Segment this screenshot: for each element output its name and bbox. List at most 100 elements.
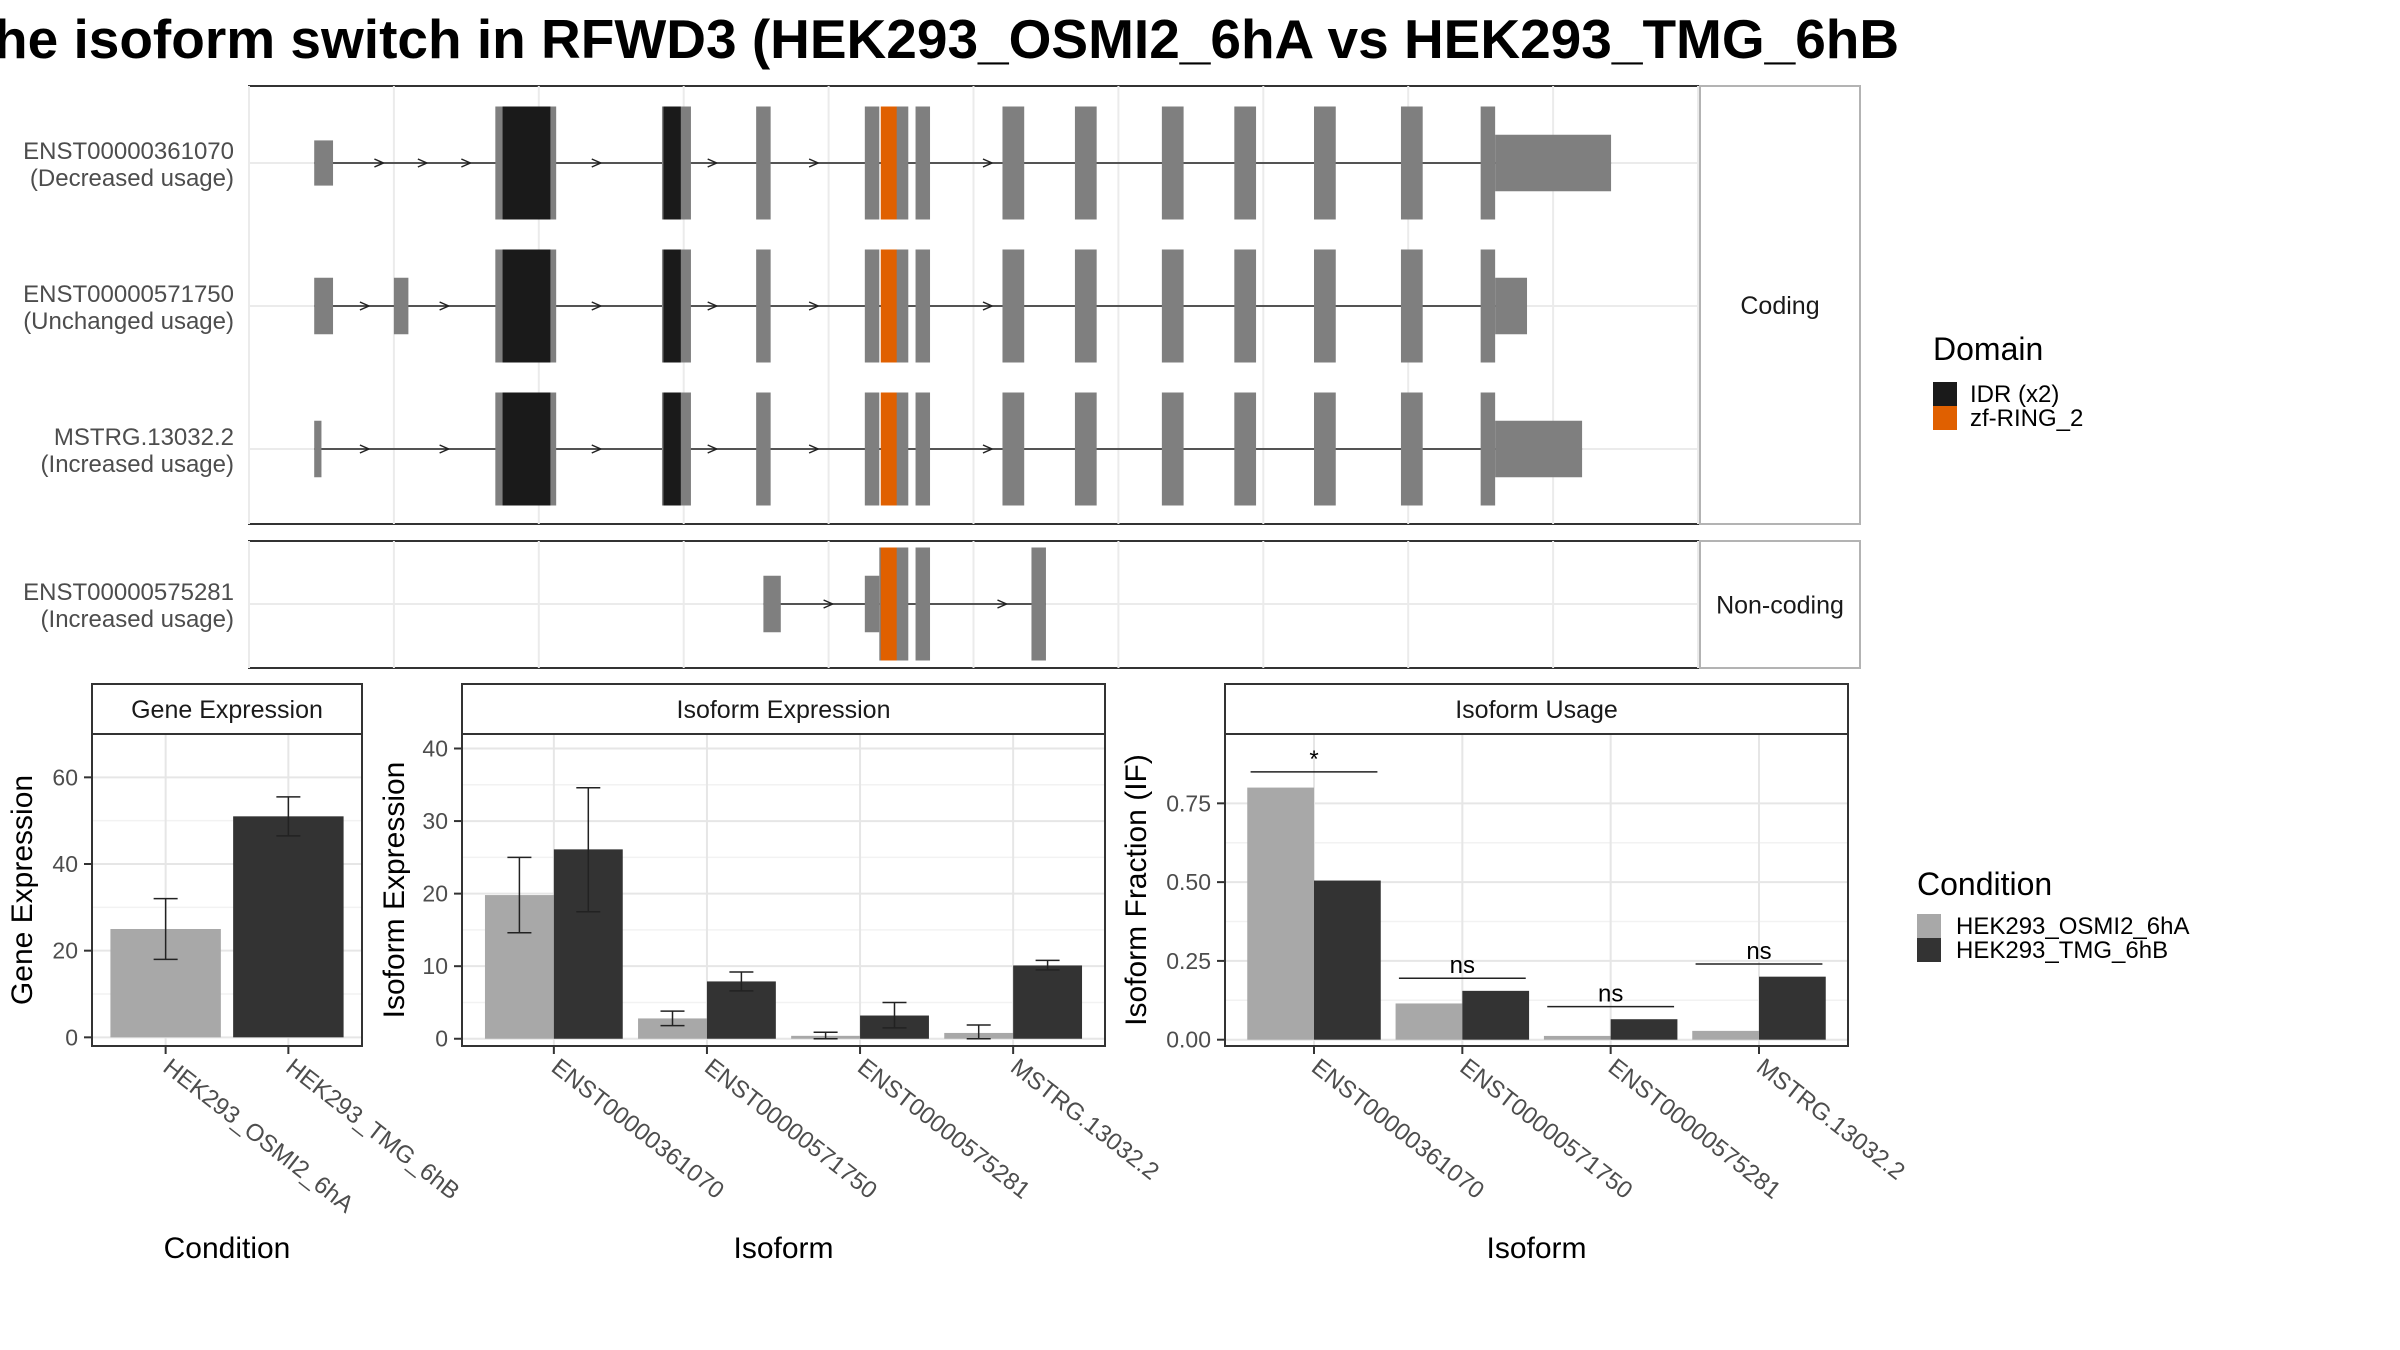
y-tick-label: 0.75: [1166, 790, 1211, 816]
structure-strip: [1699, 85, 1861, 525]
figure-title: he isoform switch in RFWD3 (HEK293_OSMI2…: [0, 8, 1899, 70]
exon: [756, 392, 771, 506]
exon: [1161, 249, 1184, 363]
exon: [393, 277, 409, 335]
exon: [1495, 277, 1528, 335]
exon: [1495, 420, 1583, 478]
exon: [1074, 249, 1097, 363]
y-tick-label: 0.25: [1166, 948, 1211, 974]
x-axis-title: Condition: [164, 1232, 291, 1265]
strand-arrow: [359, 444, 371, 454]
exon: [1400, 392, 1423, 506]
domain-legend-title: Domain: [1933, 331, 2043, 367]
exon: [1480, 106, 1496, 220]
exon: [1002, 249, 1025, 363]
exon: [1002, 106, 1025, 220]
isoform-expression-panel: Isoform Expression010203040ENST000003610…: [378, 683, 1164, 1265]
exon: [1161, 392, 1184, 506]
exon: [893, 106, 909, 220]
condition-legend: Condition HEK293_OSMI2_6hA HEK293_TMG_6h…: [1917, 866, 2189, 964]
strand-arrow: [461, 158, 473, 168]
y-axis-title: Gene Expression: [6, 775, 39, 1005]
exon: [1031, 547, 1046, 661]
strand-arrow: [707, 158, 719, 168]
bar: [233, 816, 344, 1038]
exon: [1234, 392, 1257, 506]
significance-label: ns: [1746, 938, 1771, 965]
exon: [1400, 249, 1423, 363]
domain-zf-ring-2: [880, 249, 897, 363]
exon: [314, 277, 334, 335]
x-axis-title: Isoform: [733, 1232, 833, 1265]
bar: [1610, 1019, 1678, 1040]
exon: [915, 249, 931, 363]
panel-strip-label: Gene Expression: [131, 696, 323, 724]
exon: [756, 106, 771, 220]
strand-arrow: [823, 599, 835, 609]
exon: [763, 575, 781, 633]
y-tick-label: 0: [435, 1026, 448, 1052]
panel-strip-label: Isoform Usage: [1455, 696, 1618, 724]
domain-idr: [502, 392, 551, 506]
isoform-id-label: ENST00000361070: [23, 138, 234, 165]
y-tick-label: 60: [52, 764, 78, 790]
domain-idr: [663, 106, 681, 220]
exon: [1234, 249, 1257, 363]
x-tick-label: MSTRG.13032.2: [1751, 1053, 1910, 1185]
domain-idr: [663, 249, 681, 363]
isoform-usage-panel: Isoform Usage*nsnsns0.000.250.500.75ENST…: [1120, 683, 1910, 1265]
domain-legend-key-idr: [1933, 382, 1957, 406]
x-axis-title: Isoform: [1486, 1232, 1586, 1265]
isoform-track-mstrg-13032-2: MSTRG.13032.2(Increased usage): [41, 392, 1583, 506]
exon: [1314, 249, 1336, 363]
strand-arrow: [982, 301, 994, 311]
significance-label: *: [1309, 746, 1318, 773]
exon: [1314, 392, 1336, 506]
exon: [864, 575, 880, 633]
bar: [1013, 965, 1083, 1039]
domain-zf-ring-2: [880, 547, 897, 661]
structure-strip-label: Coding: [1740, 292, 1819, 320]
panel-strip: [91, 683, 363, 735]
isoform-id-label: ENST00000571750: [23, 281, 234, 308]
domain-idr: [502, 249, 551, 363]
strand-arrow: [591, 444, 603, 454]
y-tick-label: 30: [422, 808, 448, 834]
significance-label: ns: [1450, 952, 1475, 979]
structure-strip-label: Non-coding: [1716, 592, 1844, 620]
isoform-usage-label: (Increased usage): [41, 451, 234, 478]
exon: [314, 420, 322, 478]
strand-arrow: [707, 301, 719, 311]
exon: [1480, 249, 1496, 363]
panel-frame: [1224, 733, 1849, 1047]
exon: [1074, 106, 1097, 220]
exon: [864, 249, 880, 363]
isoform-usage-label: (Increased usage): [41, 606, 234, 633]
isoform-track-enst00000361070: ENST00000361070(Decreased usage): [23, 106, 1612, 220]
condition-legend-key-a: [1917, 914, 1941, 938]
bar: [1543, 1035, 1611, 1040]
exon: [1161, 106, 1184, 220]
isoform-track-enst00000571750: ENST00000571750(Unchanged usage): [23, 249, 1528, 363]
bar: [1314, 880, 1381, 1040]
structure-strip: [1699, 540, 1861, 669]
y-tick-label: 40: [52, 851, 78, 877]
bar: [1462, 990, 1530, 1040]
domain-zf-ring-2: [880, 392, 897, 506]
domain-legend-label-zf-ring: zf-RING_2: [1970, 405, 2083, 432]
domain-zf-ring-2: [880, 106, 897, 220]
y-tick-label: 20: [422, 881, 448, 907]
strand-arrow: [374, 158, 386, 168]
domain-idr: [502, 106, 551, 220]
x-tick-label: MSTRG.13032.2: [1005, 1053, 1164, 1185]
domain-legend: Domain IDR (x2) zf-RING_2: [1933, 331, 2083, 432]
strand-arrow: [982, 158, 994, 168]
strand-arrow: [439, 301, 451, 311]
exon: [756, 249, 771, 363]
exon: [1480, 392, 1496, 506]
domain-idr: [663, 392, 681, 506]
y-axis-title: Isoform Expression: [378, 762, 411, 1019]
strand-arrow: [417, 158, 429, 168]
